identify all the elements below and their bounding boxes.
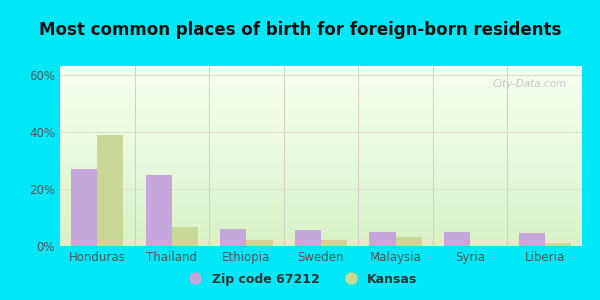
- Bar: [295, 230, 321, 246]
- Text: Most common places of birth for foreign-born residents: Most common places of birth for foreign-…: [39, 21, 561, 39]
- Bar: [97, 135, 124, 246]
- Bar: [395, 237, 422, 246]
- Text: City-Data.com: City-Data.com: [492, 79, 566, 88]
- Bar: [146, 175, 172, 246]
- Bar: [370, 232, 395, 246]
- Bar: [444, 232, 470, 246]
- Bar: [220, 229, 247, 246]
- Bar: [518, 233, 545, 246]
- Bar: [545, 243, 571, 246]
- Bar: [71, 169, 97, 246]
- Bar: [247, 240, 272, 246]
- Legend: Zip code 67212, Kansas: Zip code 67212, Kansas: [178, 268, 422, 291]
- Bar: [172, 227, 198, 246]
- Bar: [321, 240, 347, 246]
